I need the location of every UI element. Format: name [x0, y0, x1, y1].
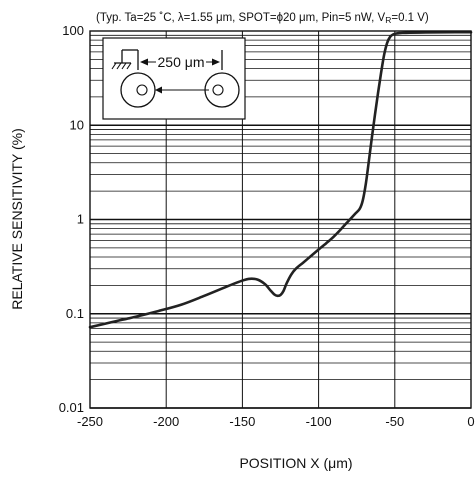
y-tick-label: 100: [62, 23, 84, 38]
inset-dimension-label: 250 μm: [158, 54, 205, 70]
x-tick-label: -250: [77, 414, 103, 429]
x-tick-labels: -250 -200 -150 -100 -50 0: [77, 414, 475, 429]
series-layer: [88, 30, 473, 329]
x-tick-label: 0: [467, 414, 474, 429]
x-axis-label: POSITION X (μm): [239, 455, 352, 471]
chart-title: (Typ. Ta=25 ˚C, λ=1.55 μm, SPOT=ϕ20 μm, …: [96, 12, 429, 25]
y-tick-label: 0.1: [66, 306, 84, 321]
x-tick-label: -150: [229, 414, 255, 429]
y-axis-label: RELATIVE SENSITIVITY (%): [9, 128, 25, 310]
x-tick-label: -100: [306, 414, 332, 429]
y-tick-labels: 0.01 0.1 1 10 100: [59, 23, 84, 415]
x-tick-label: -200: [153, 414, 179, 429]
inset-frame: [102, 37, 246, 120]
y-tick-label: 10: [70, 117, 84, 132]
plot-frame: [89, 30, 472, 409]
y-tick-label: 0.01: [59, 400, 84, 415]
ground-icon: [111, 49, 138, 70]
x-tick-label: -50: [385, 414, 404, 429]
sensitivity-series-line: [88, 30, 473, 329]
electrode-inset-diagram: 250 μm: [102, 37, 246, 120]
y-tick-label: 1: [77, 212, 84, 227]
